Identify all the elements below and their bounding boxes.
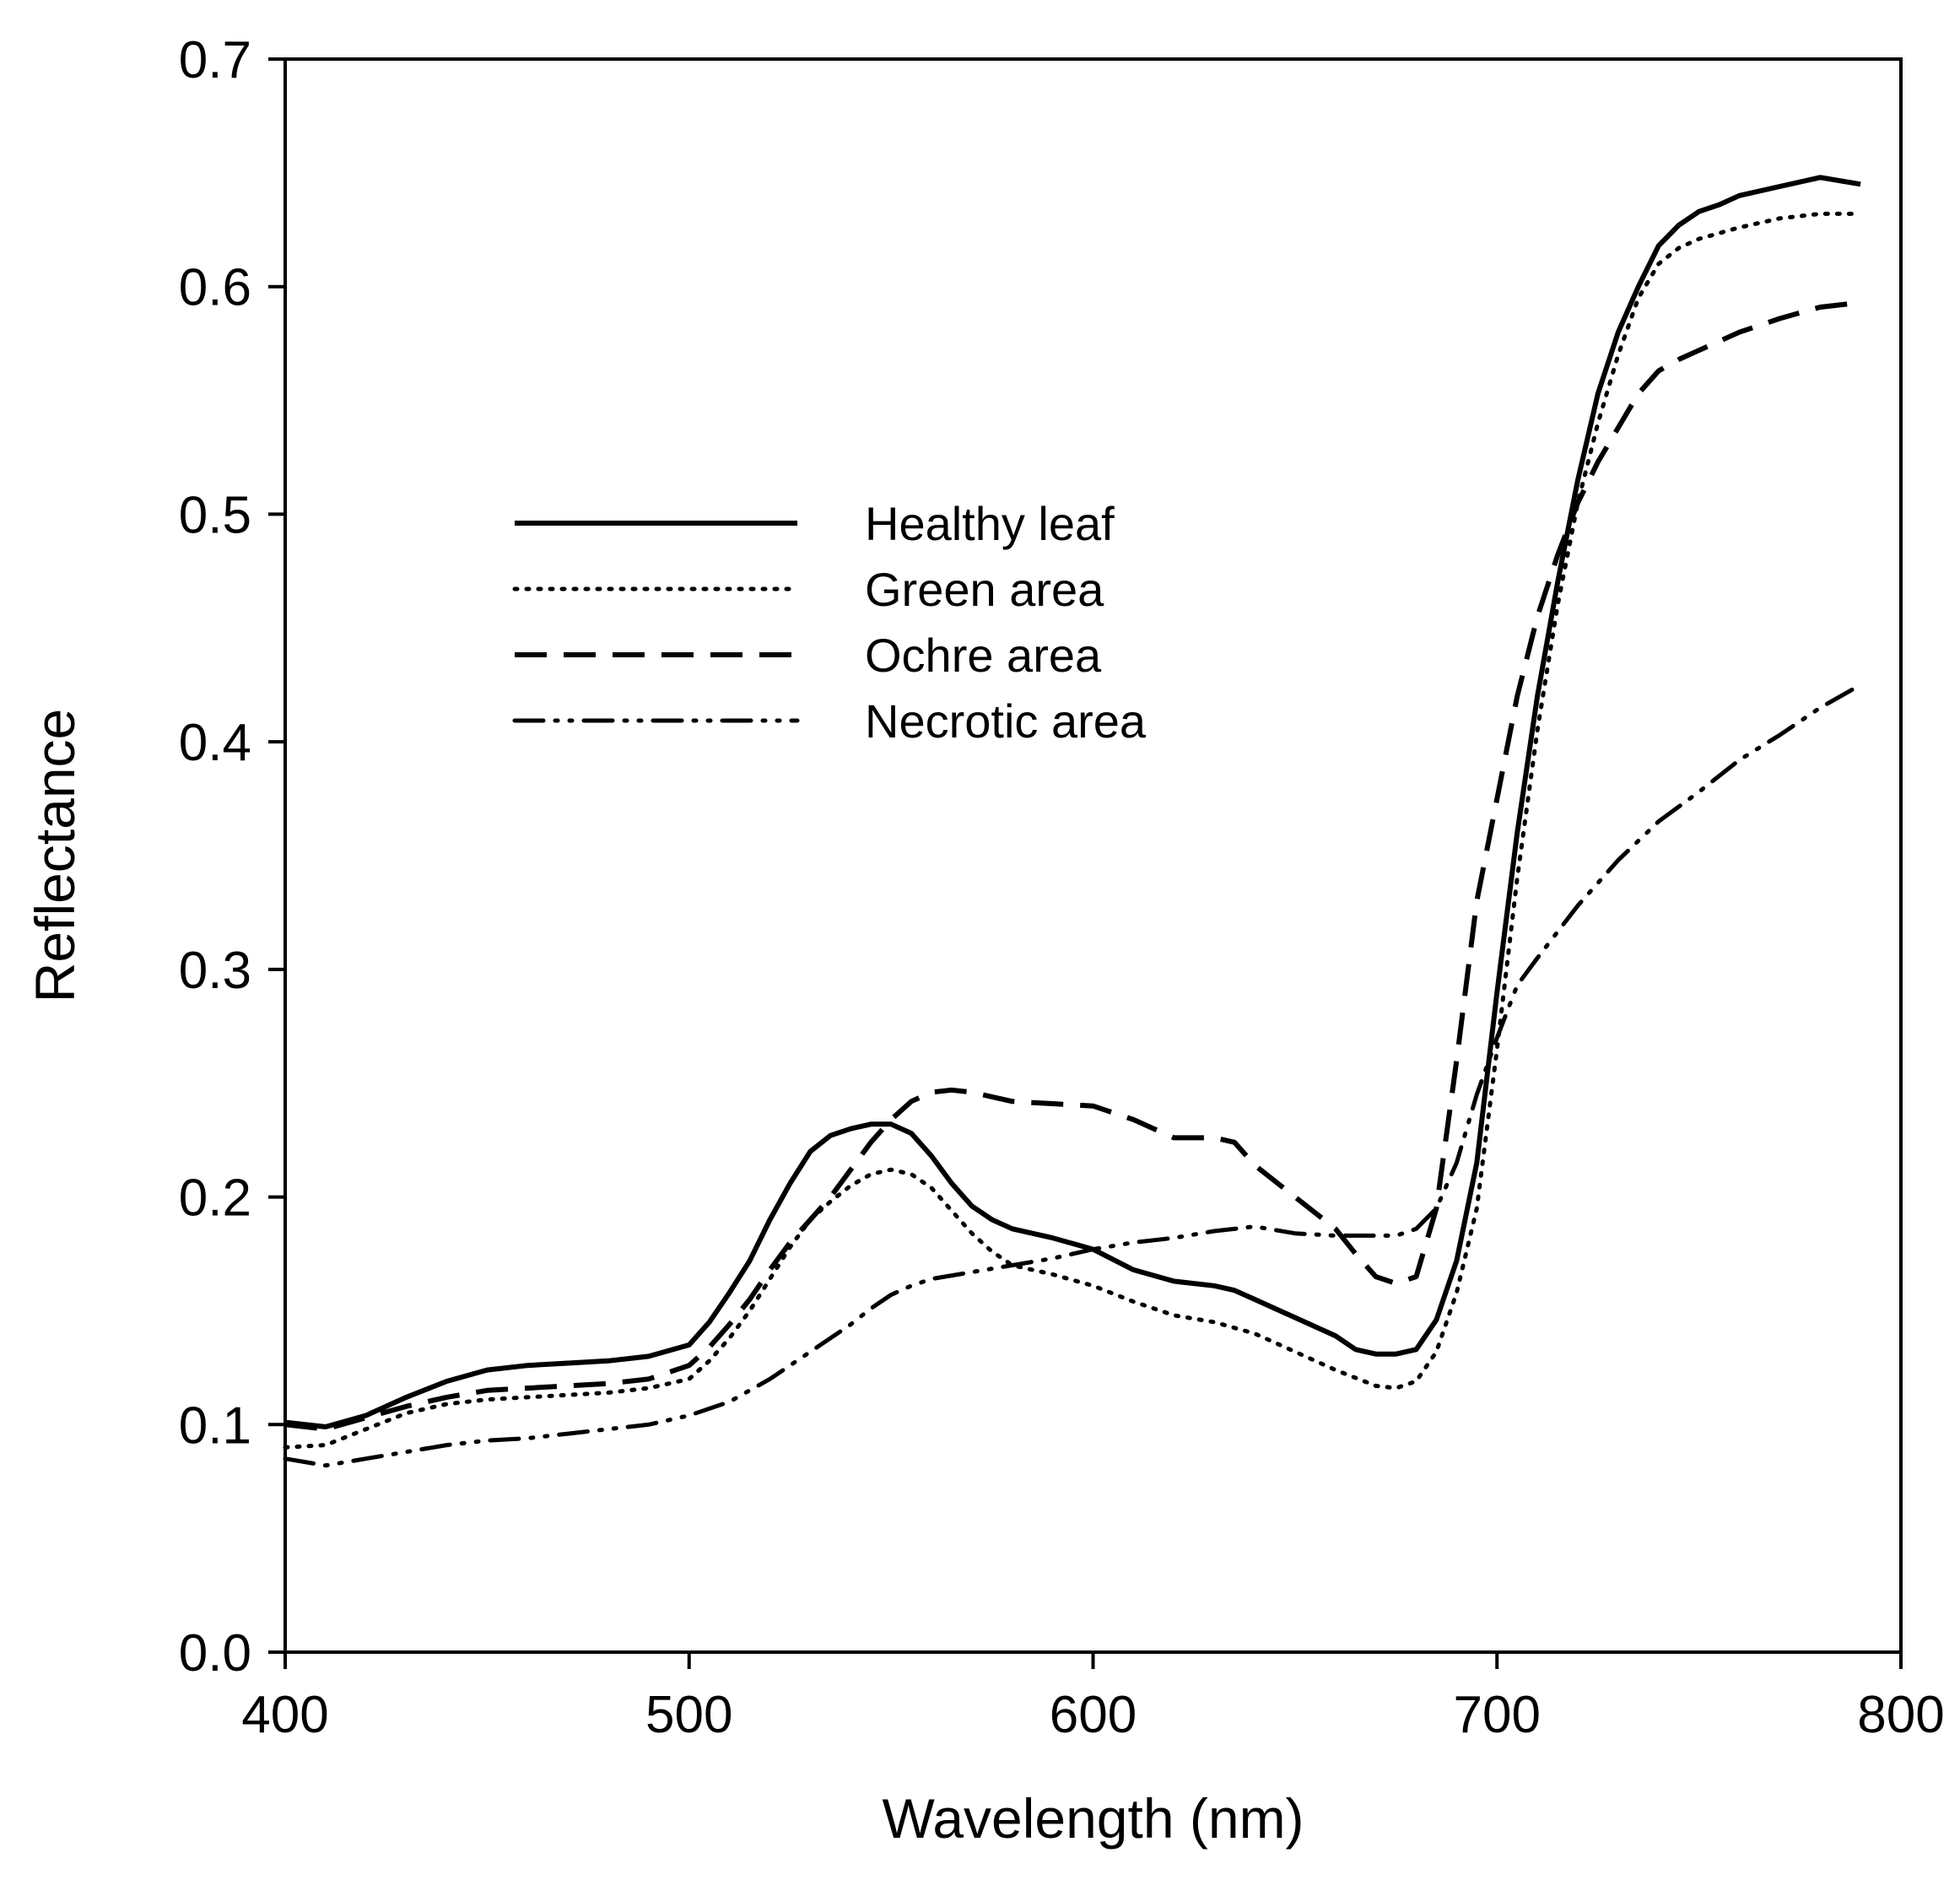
series-layer xyxy=(283,175,1863,1468)
y-tick-label: 0.6 xyxy=(179,259,251,317)
y-tick-label: 0.2 xyxy=(179,1169,251,1228)
plot-frame xyxy=(283,57,1903,1654)
y-tick-label: 0.7 xyxy=(179,31,251,89)
series-line-ochre-area xyxy=(284,300,1861,1432)
series-line-necrotic-area xyxy=(283,683,1863,1468)
x-tick-label: 600 xyxy=(1050,1686,1137,1744)
y-tick-label: 0.0 xyxy=(179,1624,251,1683)
y-tick-label: 0.4 xyxy=(179,714,251,772)
legend-label-healthy-leaf: Healthy leaf xyxy=(865,497,1115,550)
series-line-green-area xyxy=(283,211,1863,1450)
y-tick-label: 0.3 xyxy=(179,942,251,1000)
legend-label-necrotic-area: Necrotic area xyxy=(865,694,1147,748)
legend: Healthy leaf Green area Ochre area Necrotic… xyxy=(512,497,1147,748)
x-tick-label: 500 xyxy=(645,1686,732,1744)
legend-label-green-area: Green area xyxy=(865,563,1104,616)
x-axis-ticks: 400 500 600 700 800 xyxy=(241,1652,1945,1744)
x-axis-title: Wavelength (nm) xyxy=(882,1787,1304,1850)
series-line-healthy-leaf xyxy=(284,175,1861,1429)
x-tick-label: 400 xyxy=(241,1686,328,1744)
y-tick-label: 0.1 xyxy=(179,1396,251,1455)
x-tick-label: 800 xyxy=(1857,1686,1944,1744)
y-axis-title: Reflectance xyxy=(24,709,86,1003)
x-tick-label: 700 xyxy=(1454,1686,1541,1744)
legend-label-ochre-area: Ochre area xyxy=(865,629,1102,682)
y-axis-ticks: 0.0 0.1 0.2 0.3 0.4 0.5 0.6 0.7 xyxy=(179,31,285,1683)
y-tick-label: 0.5 xyxy=(179,486,251,544)
